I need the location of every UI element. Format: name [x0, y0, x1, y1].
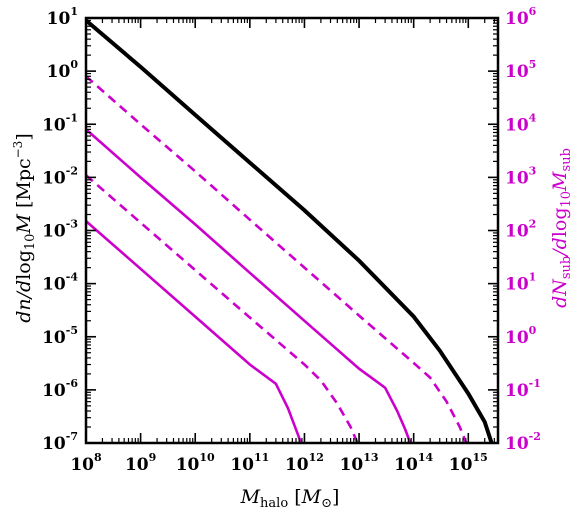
y-right-tick-label: 105	[505, 58, 536, 82]
y-right-tick-label: 101	[505, 271, 536, 295]
y-right-tick-label: 106	[505, 5, 537, 29]
y-right-tick-label: 100	[505, 324, 537, 348]
y-left-tick-label: 101	[47, 5, 78, 29]
y-left-tick-label: 10-4	[42, 271, 78, 295]
y-left-tick-label: 10-1	[42, 111, 78, 135]
curves-layer	[86, 18, 494, 443]
y-right-tick-label: 103	[505, 164, 536, 188]
y-left-tick-label: 100	[47, 58, 79, 82]
series-line-1	[86, 18, 494, 443]
x-tick-label: 1012	[285, 451, 324, 475]
x-tick-label: 1014	[394, 451, 433, 475]
ticks-layer	[85, 17, 498, 444]
tick-labels-layer: 108 109 1010 1011 1012 1013 1014 1015 101 100 10-1…	[42, 5, 541, 475]
x-tick-label: 108	[70, 451, 102, 475]
x-axis-title: Mhalo [M⊙]	[240, 486, 340, 511]
y-left-tick-label: 10-7	[42, 430, 78, 454]
y-left-tick-label: 10-6	[42, 377, 78, 401]
y-left-tick-label: 10-2	[42, 164, 78, 188]
x-tick-label: 1013	[340, 451, 379, 475]
series-line-5	[86, 220, 303, 443]
y-axis-right-title: dNsub/dlog10Msub	[549, 148, 574, 308]
series-line-3	[86, 128, 412, 443]
x-tick-label: 109	[125, 451, 156, 475]
y-axis-left-title: dn/dlog10M [Mpc−3]	[11, 133, 38, 323]
x-tick-label: 1011	[230, 451, 269, 475]
series-line-4	[86, 174, 359, 443]
series-line-2	[86, 75, 468, 443]
y-right-tick-label: 104	[505, 111, 537, 135]
y-right-tick-label: 10-2	[505, 430, 541, 454]
y-left-tick-label: 10-3	[42, 218, 78, 242]
x-tick-label: 1010	[176, 451, 215, 475]
y-right-tick-label: 102	[505, 218, 536, 242]
y-left-tick-label: 10-5	[42, 324, 78, 348]
x-tick-label: 1015	[449, 451, 488, 475]
y-right-tick-label: 10-1	[505, 377, 541, 401]
